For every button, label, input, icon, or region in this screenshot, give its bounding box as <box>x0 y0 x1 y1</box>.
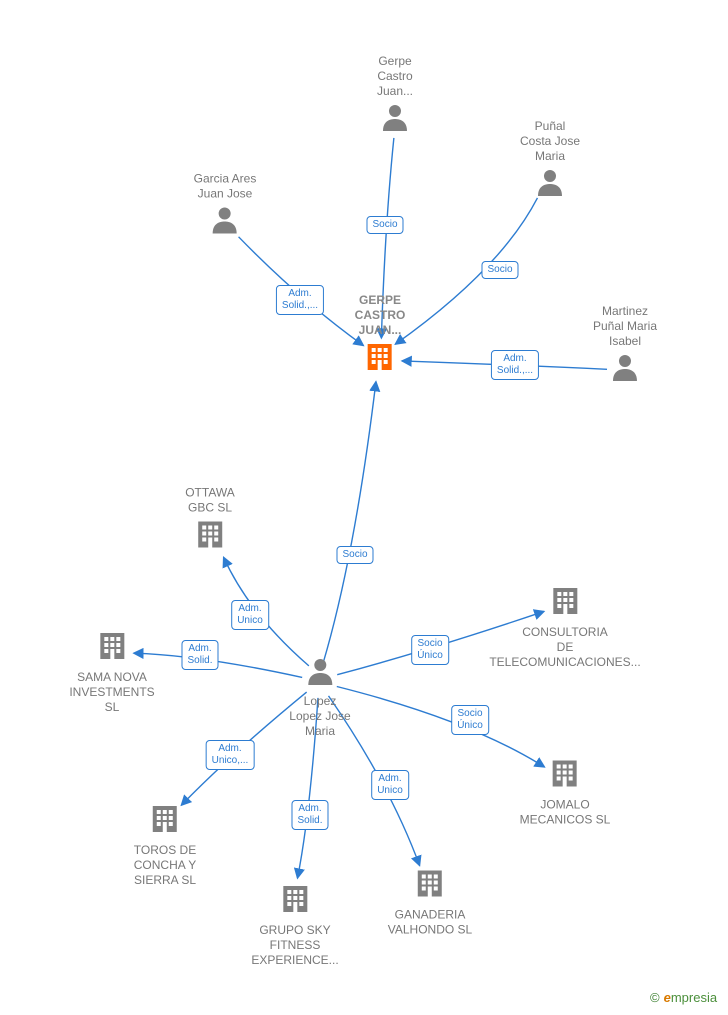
node-label: TOROS DE CONCHA Y SIERRA SL <box>134 843 196 888</box>
person-icon <box>537 168 563 196</box>
diagram-canvas: Gerpe Castro Juan... Puñal Costa Jose Ma… <box>0 0 728 1015</box>
node-label: SAMA NOVA INVESTMENTS SL <box>69 670 154 715</box>
brand-rest: mpresia <box>671 990 717 1005</box>
watermark: © empresia <box>650 990 717 1005</box>
edge-label: Adm. Unico <box>231 600 269 630</box>
person-icon <box>212 206 238 234</box>
node-label: Lopez Lopez Jose Maria <box>289 694 350 739</box>
building-icon <box>551 759 579 789</box>
person-icon <box>307 657 333 685</box>
edge-label: Socio <box>336 546 373 564</box>
node-label: Gerpe Castro Juan... <box>377 54 413 99</box>
building-icon <box>551 586 579 616</box>
edge-label: Adm. Unico <box>371 770 409 800</box>
node-gruposky[interactable]: GRUPO SKY FITNESS EXPERIENCE... <box>251 884 338 972</box>
node-ganaderia[interactable]: GANADERIA VALHONDO SL <box>388 869 472 942</box>
edge-label: Socio Único <box>451 705 489 735</box>
edge-label: Adm. Solid.,... <box>276 285 324 315</box>
edge-label: Socio Único <box>411 635 449 665</box>
node-label: Garcia Ares Juan Jose <box>194 172 257 202</box>
edge-label: Socio <box>481 261 518 279</box>
node-lopez-person[interactable]: Lopez Lopez Jose Maria <box>289 657 350 743</box>
node-label: Martinez Puñal Maria Isabel <box>593 304 657 349</box>
building-icon <box>151 804 179 834</box>
node-samanova[interactable]: SAMA NOVA INVESTMENTS SL <box>69 631 154 719</box>
building-icon <box>196 520 224 550</box>
node-garcia-person[interactable]: Garcia Ares Juan Jose <box>194 172 257 239</box>
edge-label: Socio <box>366 216 403 234</box>
node-consultoria[interactable]: CONSULTORIA DE TELECOMUNICACIONES... <box>489 586 640 674</box>
node-label: GERPE CASTRO JUAN... <box>355 293 406 338</box>
node-gerpe-person[interactable]: Gerpe Castro Juan... <box>377 54 413 136</box>
node-label: JOMALO MECANICOS SL <box>520 798 611 828</box>
node-label: GRUPO SKY FITNESS EXPERIENCE... <box>251 923 338 968</box>
building-icon <box>98 631 126 661</box>
node-label: CONSULTORIA DE TELECOMUNICACIONES... <box>489 625 640 670</box>
node-jomalo[interactable]: JOMALO MECANICOS SL <box>520 759 611 832</box>
building-icon <box>281 884 309 914</box>
copyright-symbol: © <box>650 990 660 1005</box>
person-icon <box>382 103 408 131</box>
person-icon <box>612 353 638 381</box>
building-icon <box>366 342 394 372</box>
building-icon <box>416 869 444 899</box>
node-toros[interactable]: TOROS DE CONCHA Y SIERRA SL <box>134 804 196 892</box>
edge-label: Adm. Unico,... <box>206 740 255 770</box>
edge-label: Adm. Solid.,... <box>491 350 539 380</box>
node-label: GANADERIA VALHONDO SL <box>388 908 472 938</box>
edges-layer <box>0 0 728 1015</box>
node-punal-person[interactable]: Puñal Costa Jose Maria <box>520 119 580 201</box>
brand-first: e <box>664 990 671 1005</box>
node-label: Puñal Costa Jose Maria <box>520 119 580 164</box>
node-label: OTTAWA GBC SL <box>185 486 235 516</box>
edge-label: Adm. Solid. <box>291 800 328 830</box>
node-ottawa[interactable]: OTTAWA GBC SL <box>185 486 235 555</box>
edge-label: Adm. Solid. <box>181 640 218 670</box>
node-center-company[interactable]: GERPE CASTRO JUAN... <box>355 293 406 377</box>
node-martinez-person[interactable]: Martinez Puñal Maria Isabel <box>593 304 657 386</box>
